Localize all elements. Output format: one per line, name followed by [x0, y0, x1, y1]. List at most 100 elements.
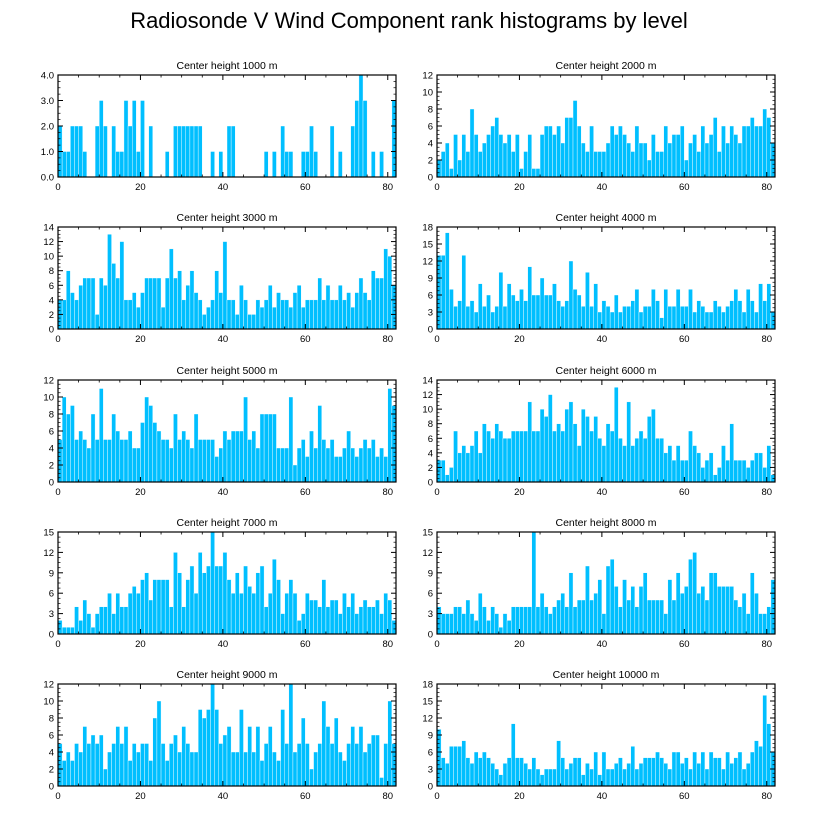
- histogram-bar: [189, 125, 195, 178]
- histogram-bar: [519, 289, 524, 330]
- x-tick-label: 40: [218, 182, 229, 193]
- histogram-bar: [461, 134, 467, 178]
- histogram-bar: [721, 125, 726, 178]
- histogram-bar: [675, 572, 681, 635]
- y-tick-label: 10: [422, 405, 433, 416]
- histogram-bar: [453, 746, 458, 787]
- histogram-bar: [86, 277, 92, 330]
- histogram-bar: [449, 467, 454, 483]
- histogram-bar: [449, 613, 454, 635]
- histogram-bar: [539, 593, 545, 635]
- histogram-bar: [593, 751, 598, 787]
- x-tick-label: 60: [300, 487, 311, 498]
- x-tick-label: 0: [55, 334, 60, 345]
- histogram-bar: [614, 294, 619, 330]
- histogram-bar: [473, 311, 479, 330]
- histogram-bar: [173, 734, 178, 787]
- histogram-bar: [99, 388, 104, 483]
- y-tick-label: 9: [428, 568, 433, 579]
- histogram-bar: [482, 306, 487, 330]
- histogram-bar: [490, 606, 495, 635]
- x-tick-label: 0: [434, 639, 439, 650]
- histogram-bar: [156, 277, 162, 330]
- y-tick-label: 4: [49, 444, 54, 455]
- histogram-bar: [292, 464, 298, 483]
- histogram-bar: [589, 768, 594, 787]
- histogram-bar: [144, 743, 149, 787]
- histogram-bar: [140, 743, 145, 787]
- histogram-bar: [564, 300, 570, 330]
- y-tick-label: 12: [422, 714, 433, 725]
- histogram-bar: [160, 579, 166, 635]
- histogram-bar: [70, 125, 75, 178]
- x-tick-label: 0: [434, 182, 439, 193]
- histogram-bar: [193, 593, 199, 635]
- histogram-bar: [338, 613, 343, 635]
- histogram-bar: [614, 387, 619, 483]
- histogram-bar: [338, 151, 343, 178]
- histogram-bar: [247, 439, 252, 483]
- histogram-bar: [342, 447, 347, 483]
- histogram-bar: [82, 151, 88, 178]
- histogram-bar: [675, 445, 681, 483]
- x-tick-label: 80: [761, 487, 772, 498]
- histogram-bar: [445, 763, 450, 787]
- histogram-bar: [754, 740, 759, 787]
- histogram-bar: [280, 125, 285, 178]
- histogram-bar: [103, 125, 108, 178]
- histogram-bar: [745, 125, 751, 178]
- histogram-bar: [717, 467, 722, 483]
- histogram-bar: [230, 299, 236, 330]
- histogram-bar: [99, 606, 104, 635]
- histogram-bar: [288, 396, 294, 483]
- histogram-bar: [251, 314, 257, 330]
- histogram-bar: [560, 593, 565, 635]
- x-tick-label: 20: [514, 487, 525, 498]
- x-tick-label: 60: [300, 334, 311, 345]
- histogram-bar: [313, 151, 318, 178]
- histogram-bar: [251, 593, 257, 635]
- histogram-bar: [78, 430, 83, 483]
- histogram-bar: [556, 300, 561, 330]
- x-tick-label: 0: [55, 487, 60, 498]
- histogram-bar: [511, 723, 516, 787]
- x-tick-label: 20: [514, 639, 525, 650]
- histogram-bar: [280, 709, 285, 787]
- y-tick-label: 6: [428, 291, 433, 302]
- histogram-bar: [626, 306, 631, 330]
- histogram-bar: [74, 743, 79, 787]
- histogram-bar: [148, 277, 153, 330]
- histogram-bar: [659, 757, 664, 787]
- histogram-bar: [210, 151, 215, 178]
- histogram-bar: [519, 606, 524, 635]
- histogram-bar: [185, 579, 191, 635]
- y-tick-label: 6: [428, 434, 433, 445]
- histogram-bar: [461, 445, 467, 483]
- histogram-bar: [478, 452, 483, 483]
- histogram-bar: [478, 757, 483, 787]
- histogram-bar: [111, 125, 116, 178]
- y-tick-label: 4.0: [41, 71, 54, 82]
- panel-title: Center height 6000 m: [556, 365, 657, 377]
- histogram-bar: [123, 726, 129, 787]
- histogram-bar: [717, 586, 722, 635]
- histogram-bar: [758, 746, 763, 787]
- histogram-bar: [766, 606, 772, 635]
- histogram-bar: [148, 125, 153, 178]
- histogram-bar: [750, 459, 755, 483]
- histogram-bar: [539, 277, 545, 330]
- histogram-bar: [552, 134, 557, 178]
- histogram-bar: [251, 430, 257, 483]
- histogram-bar: [226, 439, 232, 483]
- histogram-bar: [292, 292, 298, 330]
- y-tick-label: 0.0: [41, 173, 54, 184]
- histogram-bar: [445, 142, 450, 178]
- histogram-bar: [527, 134, 532, 178]
- histogram-bar: [511, 430, 516, 483]
- histogram-bar: [70, 627, 75, 635]
- histogram-bar: [671, 459, 677, 483]
- histogram-bar: [152, 277, 158, 330]
- histogram-bar: [173, 277, 178, 330]
- histogram-bar: [181, 726, 186, 787]
- y-tick-label: 6: [49, 589, 54, 600]
